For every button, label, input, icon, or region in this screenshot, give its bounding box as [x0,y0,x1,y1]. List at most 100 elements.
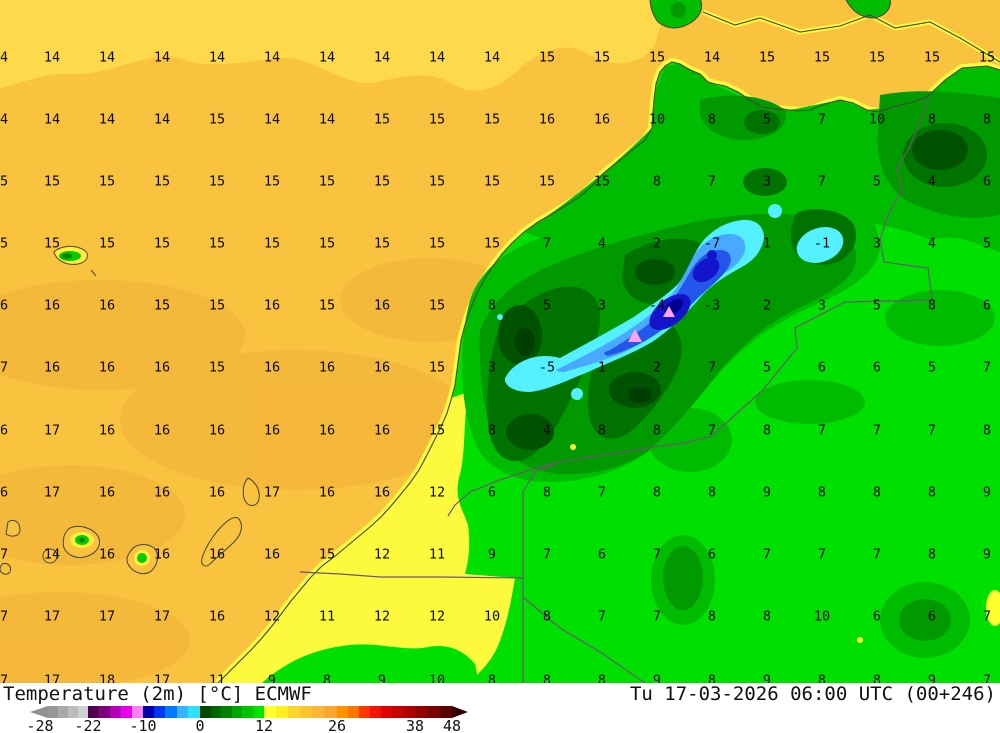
temp-value: 8 [543,485,551,501]
scale-tick-label: -22 [74,717,101,733]
temp-value: 16 [154,423,170,439]
temp-value: 4 [0,50,8,66]
temp-value: 7 [0,609,8,625]
spain-fragments [649,0,891,29]
temp-value: 14 [264,50,280,66]
temp-value: 8 [928,112,936,128]
temp-value: 9 [928,673,936,683]
scale-segment [337,706,348,718]
temp-value: 2 [763,298,771,314]
temp-value: 9 [268,673,276,683]
temp-value: 14 [264,112,280,128]
scale-segment [154,706,165,718]
temp-value: 8 [653,174,661,190]
temp-value: 15 [814,50,830,66]
temp-value: 12 [429,485,445,501]
temp-value: 15 [209,298,225,314]
scale-segment [78,706,88,718]
temp-value: 6 [983,298,991,314]
border-morocco-algeria [522,98,933,683]
temp-value: 8 [323,673,331,683]
temp-value: 15 [594,174,610,190]
temp-value: 16 [264,423,280,439]
temp-value: 8 [763,609,771,625]
scale-segment [242,706,253,718]
temp-value: 6 [818,360,826,376]
temp-value: 7 [818,423,826,439]
temp-value: 15 [154,236,170,252]
temp-value: 14 [374,50,390,66]
temp-value: 7 [653,547,661,563]
temp-value: 15 [99,174,115,190]
temp-value: 5 [983,236,991,252]
temp-value: 15 [869,50,885,66]
canary-islands [0,477,260,575]
temp-value: -1 [814,236,830,252]
temp-value: 8 [653,485,661,501]
scale-segment [58,706,68,718]
temp-value: 15 [539,50,555,66]
temp-value: 8 [818,673,826,683]
temp-value: 15 [44,174,60,190]
temp-value: 7 [708,423,716,439]
temp-value: 15 [209,360,225,376]
temp-value: 14 [99,112,115,128]
temp-value: 4 [928,174,936,190]
border-morocco-wsahara [299,571,524,579]
temp-value: 8 [928,485,936,501]
temp-value: 17 [44,423,60,439]
scale-segment [348,706,359,718]
map-canvas: 4 14 14 14 14 14 14 14 14 14 15 15 15 14 15 15 15 15 154 14… [0,0,1000,683]
temp-value: 9 [983,485,991,501]
temp-value: 9 [763,485,771,501]
temp-value: 8 [708,673,716,683]
temp-value: 9 [763,673,771,683]
temp-value: 6 [983,174,991,190]
scale-segment [415,706,427,718]
temp-value: 6 [0,298,8,314]
temp-value: 12 [264,609,280,625]
temp-value: 14 [44,112,60,128]
temp-value: 9 [488,547,496,563]
coastal-warm-land [218,392,515,683]
temp-value: 6 [928,609,936,625]
temp-value: 15 [484,112,500,128]
temp-value: 6 [708,547,716,563]
temp-value: 6 [873,360,881,376]
temp-value: 14 [319,50,335,66]
temp-value: 6 [873,609,881,625]
temp-value: 16 [594,112,610,128]
temp-value: 7 [598,609,606,625]
temp-value: -7 [704,236,720,252]
temp-value: -3 [704,298,720,314]
scale-segment [200,706,211,718]
temp-value: 7 [543,236,551,252]
temp-value: 16 [99,485,115,501]
scale-arrow-left [30,706,48,718]
scale-segment [403,706,415,718]
temp-value: 16 [374,298,390,314]
temp-value: 5 [0,174,8,190]
temp-value: 14 [429,50,445,66]
country-borders [299,98,933,683]
temp-value: 7 [0,673,8,683]
temp-value: 6 [598,547,606,563]
temp-value: 15 [264,174,280,190]
temp-value: 17 [154,673,170,683]
temp-value: 16 [374,423,390,439]
scale-segment [48,706,58,718]
temp-value: 8 [488,673,496,683]
temp-value: 8 [873,673,881,683]
temp-value: 16 [154,360,170,376]
temp-value: 7 [708,174,716,190]
scale-tick-label: 48 [443,717,461,733]
temp-value: 15 [979,50,995,66]
temp-value: 17 [264,485,280,501]
la-palma-island [5,519,21,537]
temp-value: 16 [319,423,335,439]
mediterranean-coastline [702,11,1000,63]
temp-value: 17 [44,673,60,683]
temp-value: 4 [598,236,606,252]
scale-tick-label: -10 [129,717,156,733]
